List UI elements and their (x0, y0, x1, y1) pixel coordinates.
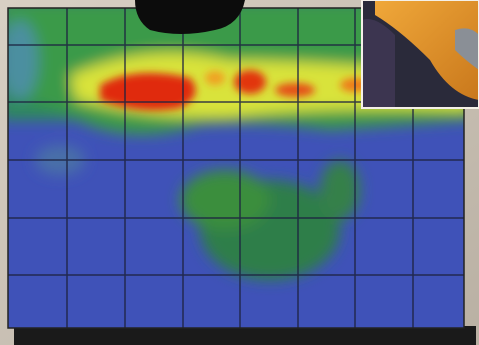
shadow (14, 326, 476, 345)
peak (100, 72, 196, 111)
inset-photo (361, 0, 479, 109)
dark-blob (135, 0, 245, 34)
